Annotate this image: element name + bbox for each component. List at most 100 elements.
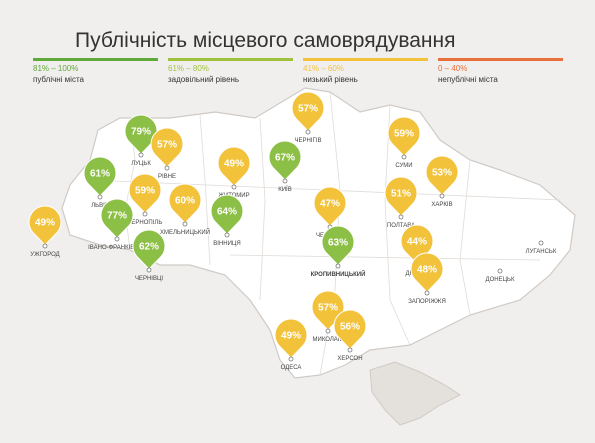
city-pin	[83, 156, 117, 197]
city-dot	[335, 263, 341, 269]
legend-bar	[438, 58, 563, 61]
legend-range: 61% – 80%	[168, 64, 209, 73]
city-percent: 49%	[281, 331, 301, 342]
city-dot	[142, 211, 148, 217]
city-pin	[217, 146, 251, 187]
city-percent: 49%	[224, 159, 244, 170]
city-percent: 59%	[135, 186, 155, 197]
legend-label: непублічні міста	[438, 75, 498, 84]
city-name: СУМИ	[395, 163, 412, 169]
legend-range: 81% – 100%	[33, 64, 78, 73]
city-name: КИЇВ	[278, 186, 291, 193]
city-percent: 63%	[328, 238, 348, 249]
city-pin	[168, 183, 202, 224]
city-percent: 49%	[35, 218, 55, 229]
city-dot	[114, 236, 120, 242]
city-percent: 59%	[394, 129, 414, 140]
city-name: ДОНЕЦЬК	[486, 277, 515, 283]
city-name: ХМЕЛЬНИЦЬКИЙ	[160, 228, 210, 236]
legend-label: публічні міста	[33, 75, 85, 84]
city-dot	[398, 214, 404, 220]
city-percent: 57%	[157, 140, 177, 151]
city-dot	[42, 243, 48, 249]
city-pin	[100, 198, 134, 239]
city-name: РІВНЕ	[158, 174, 176, 180]
city-dot	[282, 178, 288, 184]
city-name: ЖИТОМИР	[218, 193, 249, 199]
city-dot	[347, 347, 353, 353]
city-pin	[333, 309, 367, 350]
city-percent: 79%	[131, 127, 151, 138]
city-percent: 44%	[407, 237, 427, 248]
city-pin	[28, 205, 62, 246]
city-name: ХЕРСОН	[337, 356, 362, 362]
city-dot	[424, 290, 430, 296]
city-pin	[128, 173, 162, 214]
city-dot	[182, 221, 188, 227]
city-name: ЛУГАНСЬК	[526, 249, 557, 255]
city-pin	[210, 194, 244, 235]
city-percent: 56%	[340, 322, 360, 333]
city-dot	[231, 184, 237, 190]
city-pin	[291, 91, 325, 132]
city-dot	[97, 194, 103, 200]
city-dot	[138, 152, 144, 158]
title: Публічність місцевого самоврядування	[75, 29, 456, 52]
city-name: КРОПИВНИЦЬКИЙ	[311, 270, 366, 278]
city-pin	[425, 155, 459, 196]
city-name: ЛЬВІВ	[91, 203, 109, 209]
city-dot	[439, 193, 445, 199]
crimea	[369, 361, 461, 426]
city-name: УЖГОРОД	[30, 252, 59, 258]
city-pin	[274, 318, 308, 359]
city-percent: 57%	[298, 104, 318, 115]
city-pin	[384, 176, 418, 217]
pins: 79% ЛУЦЬК 57% РІВНЕ 57% ЧЕРНІГІВ 59% СУМИ 53% ХАР…	[28, 91, 557, 371]
city-percent: 57%	[318, 303, 338, 314]
city-name: ІВАНО-ФРАНКІВСЬК	[88, 245, 146, 251]
legend: 81% – 100% публічні міста 61% – 80% задовіл…	[33, 58, 563, 84]
city-name: ТЕРНОПІЛЬ	[128, 220, 163, 226]
city-dot	[164, 165, 170, 171]
legend-bar	[33, 58, 158, 61]
city-dot	[497, 268, 503, 274]
city-percent: 51%	[391, 189, 411, 200]
city-name: ПОЛТАВА	[387, 223, 415, 229]
city-percent: 77%	[107, 211, 127, 222]
city-percent: 67%	[275, 153, 295, 164]
city-dot	[288, 356, 294, 362]
city-pin	[321, 225, 355, 266]
city-pin	[150, 127, 184, 168]
city-dot	[305, 129, 311, 135]
city-name: МИКОЛАЇВ	[313, 336, 344, 343]
legend-bar	[168, 58, 293, 61]
city-pin	[268, 140, 302, 181]
city-percent: 60%	[175, 196, 195, 207]
city-pin	[387, 116, 421, 157]
city-percent: 48%	[417, 265, 437, 276]
city-pin	[410, 252, 444, 293]
city-percent: 53%	[432, 168, 452, 179]
city-percent: 61%	[90, 169, 110, 180]
city-percent: 47%	[320, 199, 340, 210]
legend-range: 41% – 60%	[303, 64, 344, 73]
city-pin	[132, 229, 166, 270]
city-name: ВІННИЦЯ	[213, 241, 240, 247]
city-percent: 62%	[139, 242, 159, 253]
city-dot	[401, 154, 407, 160]
city-name: ХАРКІВ	[431, 202, 452, 208]
legend-range: 0 – 40%	[438, 64, 467, 73]
city-name: ЧЕРНІГІВ	[295, 138, 322, 144]
legend-label: низький рівень	[303, 75, 358, 84]
city-dot	[224, 232, 230, 238]
city-dot	[146, 267, 152, 273]
city-pin	[313, 186, 347, 227]
city-name: ЛУЦЬК	[131, 161, 151, 167]
city-dot	[538, 240, 544, 246]
city-name: ОДЕСА	[281, 365, 302, 371]
city-name: ЧЕРНІВЦІ	[135, 276, 163, 282]
legend-bar	[303, 58, 428, 61]
city-name: ЗАПОРІЖЖЯ	[408, 299, 446, 305]
